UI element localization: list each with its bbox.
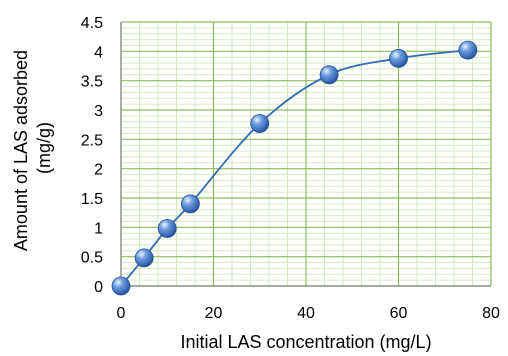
y-tick-label: 4	[94, 44, 103, 61]
data-point	[458, 40, 478, 60]
y-tick-label: 2	[94, 162, 103, 179]
axes	[120, 22, 491, 287]
major-gridlines	[120, 21, 492, 287]
x-tick-label: 80	[482, 305, 500, 322]
data-point	[319, 65, 339, 85]
y-tick-label: 3.5	[81, 74, 103, 91]
x-tick-labels: 0 20 40 60 80	[117, 305, 500, 322]
y-tick-label: 2.5	[81, 132, 103, 149]
data-point	[180, 194, 200, 214]
data-point	[389, 48, 408, 68]
x-tick-label: 40	[297, 305, 315, 322]
x-tick-label: 20	[205, 305, 223, 322]
data-point	[157, 219, 177, 238]
y-tick-label: 4.5	[81, 15, 103, 32]
data-point	[250, 114, 270, 133]
data-point	[134, 248, 154, 268]
y-axis-title-line-1: Amount of LAS adsorbed	[11, 50, 31, 251]
y-tick-labels: 0 0.5 1 1.5 2 2.5 3 3.5 4 4.5	[81, 15, 103, 296]
y-tick-label: 0	[94, 279, 103, 296]
y-axis-title: Amount of LAS adsorbed (mg/g)	[11, 45, 54, 251]
x-axis-title: Initial LAS concentration (mg/L)	[180, 332, 431, 352]
y-axis-title-line-2: (mg/g)	[34, 122, 54, 174]
y-tick-label: 1	[94, 220, 103, 237]
data-point	[111, 276, 131, 296]
x-tick-label: 60	[390, 305, 408, 322]
x-tick-label: 0	[117, 305, 126, 322]
data-points	[111, 40, 478, 296]
y-tick-label: 0.5	[81, 250, 103, 267]
y-tick-label: 1.5	[81, 191, 103, 208]
y-tick-label: 3	[94, 103, 103, 120]
